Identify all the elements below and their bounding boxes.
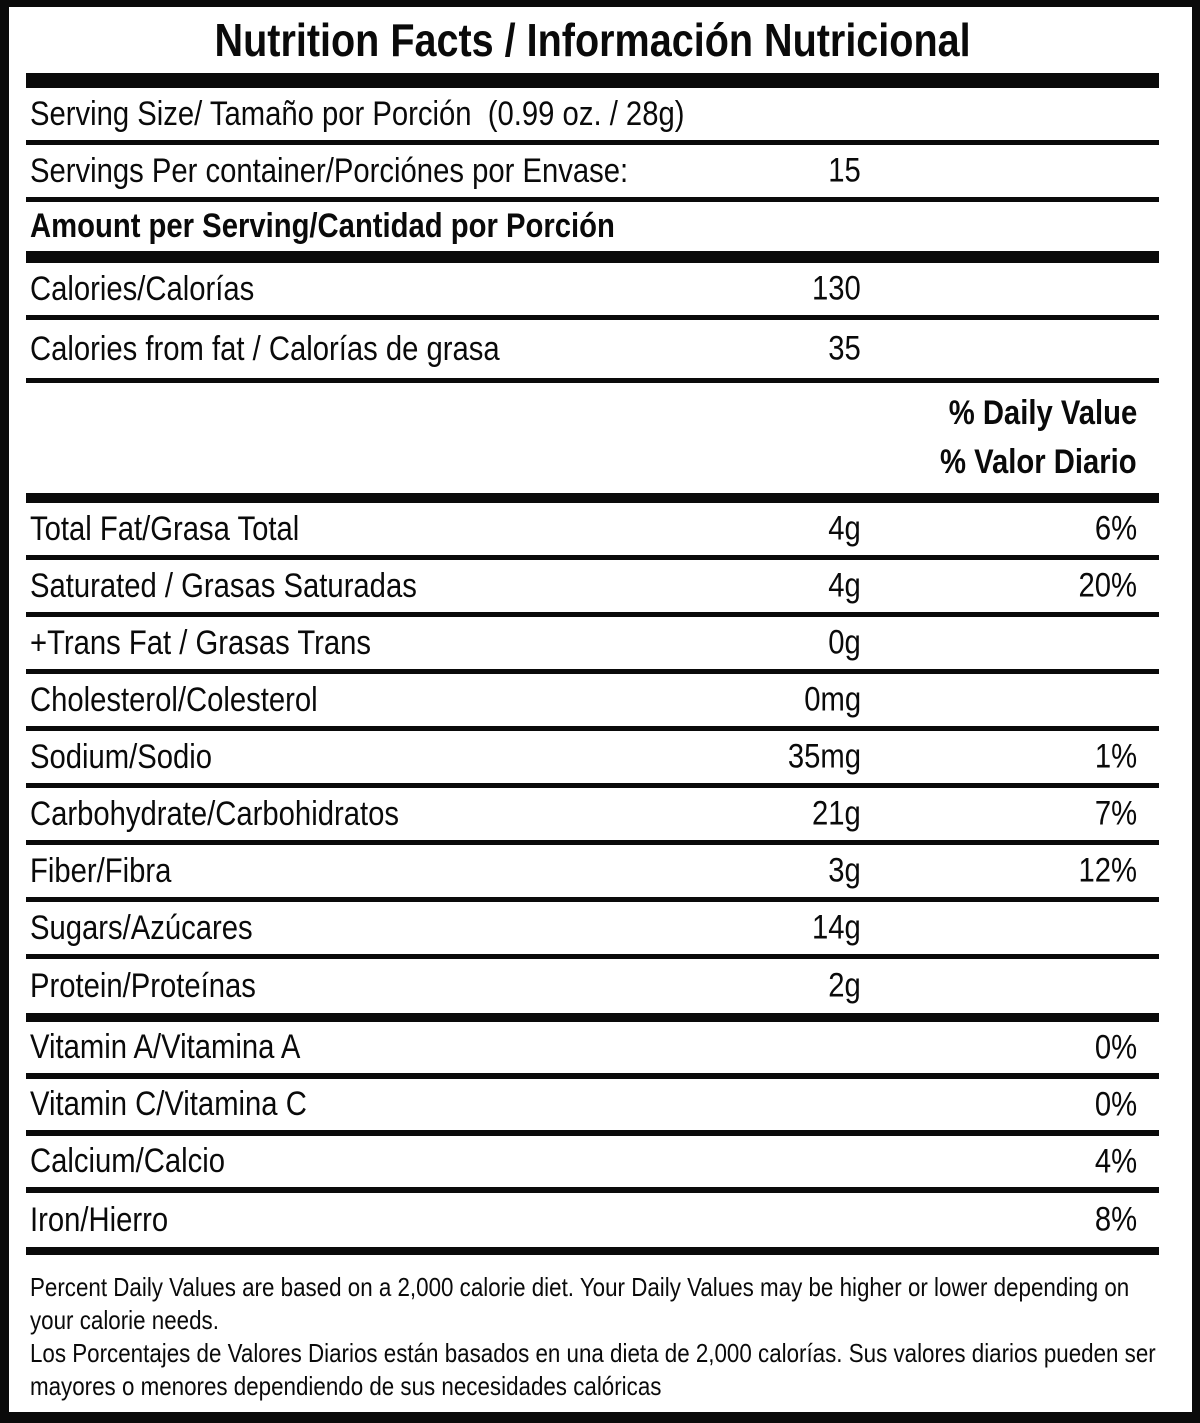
serving-size-label: Serving Size/ Tamaño por Porción (0.99 o… — [30, 94, 685, 133]
nutrient-label: Calcium/Calcio — [30, 1142, 225, 1180]
nutrient-amount: 0mg — [804, 680, 861, 719]
nutrient-amount: 3g — [828, 851, 861, 890]
nutrient-amount: 0g — [828, 623, 861, 662]
vitamin-rows-section: Vitamin A/Vitamina A 0% Vitamin C/Vitami… — [26, 1022, 1159, 1255]
nutrient-label: Total Fat/Grasa Total — [30, 509, 300, 548]
nutrient-rows-section: Total Fat/Grasa Total 4g 6% Saturated / … — [26, 503, 1159, 1022]
nutrient-label: Iron/Hierro — [30, 1200, 169, 1239]
footnote-section: Percent Daily Values are based on a 2,00… — [26, 1255, 1159, 1412]
nutrient-label: Sodium/Sodio — [30, 737, 213, 776]
footnote-spanish: Los Porcentajes de Valores Diarios están… — [30, 1338, 1156, 1401]
servings-per-container-row: Servings Per container/Porciónes por Env… — [26, 145, 1159, 202]
nutrient-amount: 2g — [828, 966, 861, 1005]
amount-per-serving-header-row: Amount per Serving/Cantidad por Porción — [26, 202, 1159, 263]
amount-per-serving-header: Amount per Serving/Cantidad por Porción — [30, 207, 615, 245]
calories-from-fat-row: Calories from fat / Calorías de grasa 35 — [26, 320, 1159, 383]
nutrient-row: +Trans Fat / Grasas Trans 0g — [26, 617, 1159, 674]
nutrient-row: Carbohydrate/Carbohidratos 21g 7% — [26, 788, 1159, 845]
nutrient-row: Saturated / Grasas Saturadas 4g 20% — [26, 560, 1159, 617]
nutrient-row: Fiber/Fibra 3g 12% — [26, 845, 1159, 902]
calories-from-fat-label: Calories from fat / Calorías de grasa — [30, 329, 500, 368]
nutrient-label: Carbohydrate/Carbohidratos — [30, 794, 399, 833]
nutrient-percent: 12% — [1078, 851, 1137, 890]
nutrient-row: Calcium/Calcio 4% — [26, 1136, 1159, 1193]
nutrient-label: Vitamin A/Vitamina A — [30, 1028, 301, 1066]
nutrient-percent: 7% — [1094, 794, 1137, 833]
servings-per-container-label: Servings Per container/Porciónes por Env… — [30, 151, 629, 190]
nutrient-row: Iron/Hierro 8% — [26, 1193, 1159, 1255]
nutrient-percent: 4% — [1094, 1142, 1137, 1180]
nutrient-label: Saturated / Grasas Saturadas — [30, 566, 417, 605]
nutrient-percent: 8% — [1094, 1200, 1137, 1239]
calories-value: 130 — [812, 269, 861, 308]
title-divider-bar — [26, 73, 1159, 88]
nutrient-amount: 4g — [828, 566, 861, 605]
nutrient-percent: 0% — [1094, 1028, 1137, 1066]
nutrient-row: Vitamin C/Vitamina C 0% — [26, 1079, 1159, 1136]
nutrient-label: Protein/Proteínas — [30, 966, 256, 1005]
nutrient-percent: 20% — [1078, 566, 1137, 605]
label-title: Nutrition Facts / Información Nutriciona… — [214, 14, 971, 66]
nutrient-amount: 14g — [812, 908, 861, 947]
nutrient-row: Sodium/Sodio 35mg 1% — [26, 731, 1159, 788]
serving-size-row: Serving Size/ Tamaño por Porción (0.99 o… — [26, 88, 1159, 145]
nutrient-label: Fiber/Fibra — [30, 851, 172, 890]
nutrient-row: Protein/Proteínas 2g — [26, 959, 1159, 1022]
servings-per-container-value: 15 — [828, 151, 861, 190]
calories-from-fat-value: 35 — [828, 329, 861, 368]
nutrient-amount: 35mg — [787, 737, 861, 776]
nutrient-row: Vitamin A/Vitamina A 0% — [26, 1022, 1159, 1079]
nutrient-label: Sugars/Azúcares — [30, 908, 253, 947]
label-content: Nutrition Facts / Información Nutriciona… — [26, 7, 1159, 1412]
nutrient-label: Vitamin C/Vitamina C — [30, 1085, 307, 1123]
nutrient-row: Total Fat/Grasa Total 4g 6% — [26, 503, 1159, 560]
daily-value-header-en: % Daily Value — [948, 393, 1137, 432]
nutrient-amount: 21g — [812, 794, 861, 833]
nutrient-percent: 1% — [1094, 737, 1137, 776]
nutrient-row: Sugars/Azúcares 14g — [26, 902, 1159, 959]
label-title-row: Nutrition Facts / Información Nutriciona… — [26, 7, 1159, 73]
calories-label: Calories/Calorías — [30, 269, 255, 308]
daily-value-header-block: % Daily Value % Valor Diario — [26, 383, 1159, 503]
footnote-english: Percent Daily Values are based on a 2,00… — [30, 1272, 1130, 1335]
calories-row: Calories/Calorías 130 — [26, 263, 1159, 320]
nutrient-row: Cholesterol/Colesterol 0mg — [26, 674, 1159, 731]
daily-value-header-es: % Valor Diario — [940, 443, 1137, 482]
nutrient-percent: 6% — [1094, 509, 1137, 548]
nutrient-amount: 4g — [828, 509, 861, 548]
nutrient-percent: 0% — [1094, 1085, 1137, 1123]
nutrient-label: +Trans Fat / Grasas Trans — [30, 623, 371, 662]
nutrient-label: Cholesterol/Colesterol — [30, 680, 318, 719]
